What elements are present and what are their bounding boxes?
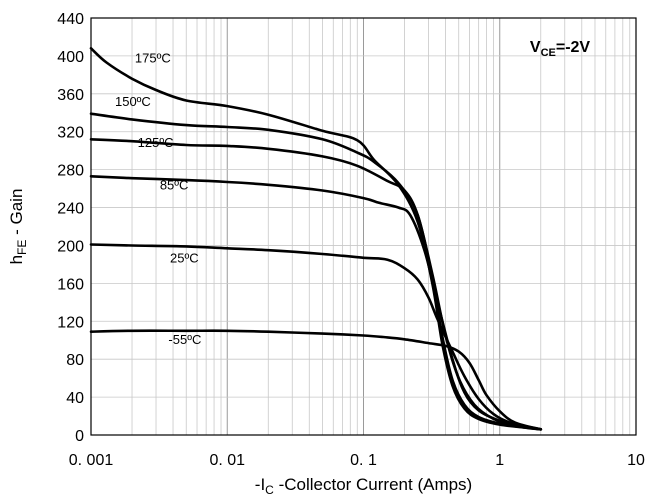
series-label: 150ºC <box>115 94 151 109</box>
tick-labels: 0 40 80 120 160 200 240 280 320 360 400 440 0. 001 0.… <box>57 11 645 469</box>
series-line <box>89 329 543 431</box>
series-lines <box>89 47 543 431</box>
grid <box>90 17 636 436</box>
x-tick-label: 0. 001 <box>69 452 114 469</box>
series-label: 175ºC <box>135 51 171 66</box>
x-axis-title-sub: C <box>265 483 274 497</box>
x-tick-label: 10 <box>627 452 645 469</box>
series-label: 125ºC <box>138 135 174 150</box>
series-line <box>89 175 543 431</box>
y-tick-label: 160 <box>57 276 84 293</box>
y-tick-label: 280 <box>57 163 84 180</box>
y-tick-label: 40 <box>66 390 84 407</box>
series-labels: 175ºC 150ºC 125ºC 85ºC 25ºC -55ºC <box>115 51 201 347</box>
x-axis-title: -IC -Collector Current (Amps) <box>255 475 472 497</box>
test-condition-rest: =-2V <box>556 39 591 56</box>
series-label: 85ºC <box>160 178 189 193</box>
y-tick-label: 400 <box>57 49 84 66</box>
y-tick-label: 0 <box>75 428 84 445</box>
series-line <box>89 243 543 431</box>
test-condition-main: V <box>530 39 541 56</box>
series-label: 25ºC <box>170 251 199 266</box>
series-line <box>89 138 543 431</box>
y-axis-title-main: h <box>7 255 26 264</box>
x-axis-title-main: -I <box>255 475 265 494</box>
x-axis-title-rest: -Collector Current (Amps) <box>274 475 472 494</box>
y-tick-label: 80 <box>66 352 84 369</box>
series-line <box>89 112 543 431</box>
y-tick-label: 200 <box>57 238 84 255</box>
y-tick-label: 440 <box>57 11 84 28</box>
x-tick-label: 1 <box>495 452 504 469</box>
y-tick-label: 240 <box>57 201 84 218</box>
test-condition-sub: CE <box>541 47 556 59</box>
y-tick-label: 120 <box>57 314 84 331</box>
x-tick-label: 0. 1 <box>350 452 377 469</box>
x-tick-label: 0. 01 <box>209 452 245 469</box>
y-axis-title: hFE - Gain <box>7 189 29 265</box>
plot-frame <box>90 17 637 436</box>
y-tick-label: 320 <box>57 125 84 142</box>
test-condition-label: VCE=-2V <box>530 39 591 59</box>
y-tick-label: 360 <box>57 87 84 104</box>
y-axis-title-sub: FE <box>15 240 29 255</box>
y-axis-title-rest: - Gain <box>7 189 26 240</box>
series-label: -55ºC <box>168 332 201 347</box>
